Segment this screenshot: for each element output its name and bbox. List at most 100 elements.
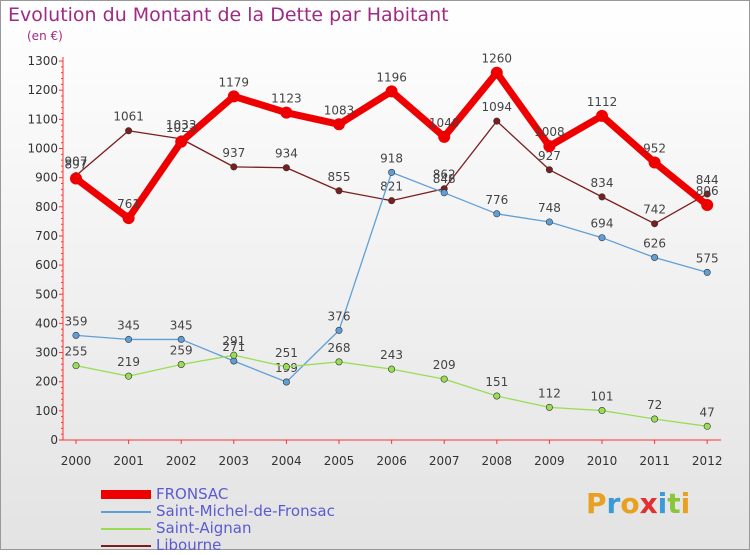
logo-letter: o (620, 487, 640, 520)
data-label: 255 (65, 345, 88, 359)
data-point (493, 392, 501, 400)
logo-letter: r (606, 487, 621, 520)
x-tick-label: 2005 (324, 454, 355, 468)
y-tick-label: 500 (35, 287, 58, 301)
data-point (388, 365, 396, 373)
data-point (70, 172, 82, 185)
legend-label: Saint-Michel-de-Fronsac (156, 502, 335, 520)
data-label: 345 (117, 318, 140, 332)
data-point (335, 358, 343, 366)
x-tick-label: 2011 (639, 454, 670, 468)
legend-swatch (101, 511, 151, 513)
data-label: 776 (485, 193, 508, 207)
data-label: 259 (170, 344, 193, 358)
y-tick-label: 1000 (27, 142, 58, 156)
x-tick-label: 2012 (692, 454, 723, 468)
data-point (282, 363, 290, 371)
data-label: 844 (696, 173, 719, 187)
data-label: 151 (485, 375, 508, 389)
x-tick-label: 2010 (587, 454, 618, 468)
chart-title: Evolution du Montant de la Dette par Hab… (8, 4, 449, 26)
logo-letter: x (639, 487, 658, 520)
data-label: 291 (222, 334, 245, 348)
data-label: 934 (275, 147, 298, 161)
legend-label: Saint-Aignan (156, 519, 252, 537)
data-point (543, 140, 556, 153)
data-label: 359 (65, 314, 88, 328)
logo-letter: P (586, 487, 607, 520)
data-point (598, 193, 606, 201)
data-point (651, 220, 659, 228)
data-point (280, 106, 293, 119)
data-point (703, 268, 711, 276)
y-tick-label: 100 (35, 404, 58, 418)
data-point (596, 109, 608, 122)
data-label: 376 (328, 309, 351, 323)
data-point (440, 375, 448, 383)
proxiti-logo: Proxiti (586, 487, 690, 520)
data-label: 855 (328, 170, 351, 184)
data-point (545, 218, 553, 226)
data-label: 1094 (482, 100, 513, 114)
x-tick-label: 2002 (166, 454, 197, 468)
data-label: 209 (433, 358, 456, 372)
data-label: 834 (591, 176, 614, 190)
legend-swatch (101, 528, 151, 530)
data-label: 1112 (587, 95, 618, 109)
data-point (385, 85, 398, 98)
y-tick-label: 0 (50, 433, 58, 447)
data-label: 1033 (166, 118, 197, 132)
data-label: 251 (275, 346, 298, 360)
data-label: 268 (328, 341, 351, 355)
data-label: 271 (222, 340, 245, 354)
data-label: 1123 (271, 92, 302, 106)
data-point (177, 335, 185, 343)
data-point (72, 331, 80, 339)
data-point (545, 403, 553, 411)
data-point (493, 210, 501, 218)
x-tick-label: 2007 (429, 454, 460, 468)
data-point (230, 163, 238, 171)
data-point (490, 66, 503, 79)
y-tick-label: 300 (35, 346, 58, 360)
y-tick-label: 1100 (27, 112, 58, 126)
data-label: 1196 (376, 70, 407, 84)
legend-label: FRONSAC (156, 485, 229, 503)
data-point (335, 326, 343, 334)
data-point (282, 378, 290, 386)
data-label: 1179 (219, 75, 250, 89)
data-point (125, 335, 133, 343)
data-point (388, 197, 396, 205)
data-point (388, 168, 396, 176)
y-tick-label: 1200 (27, 83, 58, 97)
data-label: 47 (700, 405, 715, 419)
y-tick-label: 400 (35, 316, 58, 330)
data-label: 112 (538, 386, 561, 400)
legend-label: Libourne (156, 536, 222, 554)
data-label: 821 (380, 180, 403, 194)
data-label: 907 (65, 155, 88, 169)
data-label: 694 (591, 217, 614, 231)
data-label: 1008 (534, 125, 565, 139)
data-point (651, 254, 659, 262)
x-tick-label: 2003 (219, 454, 250, 468)
data-label: 1083 (324, 103, 355, 117)
data-label: 1040 (429, 116, 460, 130)
data-point (440, 189, 448, 197)
data-label: 927 (538, 149, 561, 163)
data-point (651, 415, 659, 423)
data-point (175, 135, 188, 148)
data-label: 575 (696, 251, 719, 265)
data-point (703, 190, 711, 198)
x-tick-label: 2009 (534, 454, 565, 468)
y-tick-label: 200 (35, 375, 58, 389)
data-point (438, 130, 451, 143)
data-point (122, 212, 135, 225)
data-point (177, 361, 185, 369)
data-point (648, 156, 661, 169)
y-tick-label: 600 (35, 258, 58, 272)
y-tick-label: 1300 (27, 54, 58, 68)
data-point (703, 422, 711, 430)
y-tick-label: 700 (35, 229, 58, 243)
